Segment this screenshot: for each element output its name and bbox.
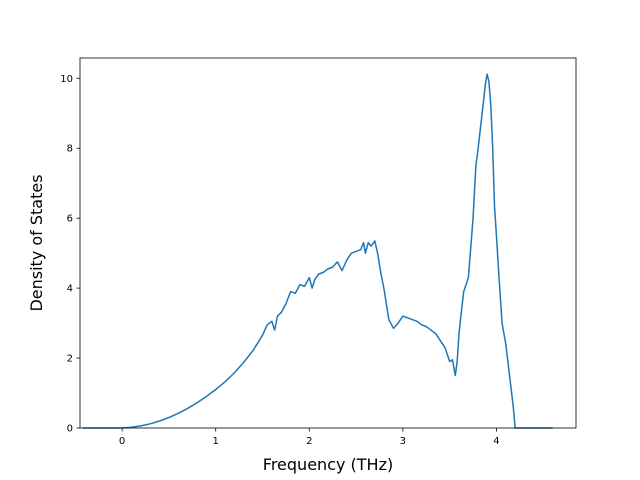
x-tick-label: 2: [306, 436, 312, 447]
x-tick-label: 0: [119, 436, 125, 447]
x-tick-label: 1: [213, 436, 219, 447]
y-tick-label: 10: [60, 74, 73, 85]
y-tick-label: 0: [67, 424, 73, 435]
x-tick-label: 3: [400, 436, 406, 447]
plot-area: [80, 58, 576, 428]
y-axis-title: Density of States: [27, 174, 46, 311]
y-tick-label: 6: [67, 214, 73, 225]
plot-frame: [79, 57, 577, 429]
y-tick-label: 2: [67, 354, 73, 365]
x-tick-label: 4: [493, 436, 499, 447]
x-axis-title: Frequency (THz): [263, 455, 393, 474]
y-tick-label: 4: [67, 284, 73, 295]
y-tick-label: 8: [67, 144, 73, 155]
series-line-dos: [82, 73, 553, 429]
